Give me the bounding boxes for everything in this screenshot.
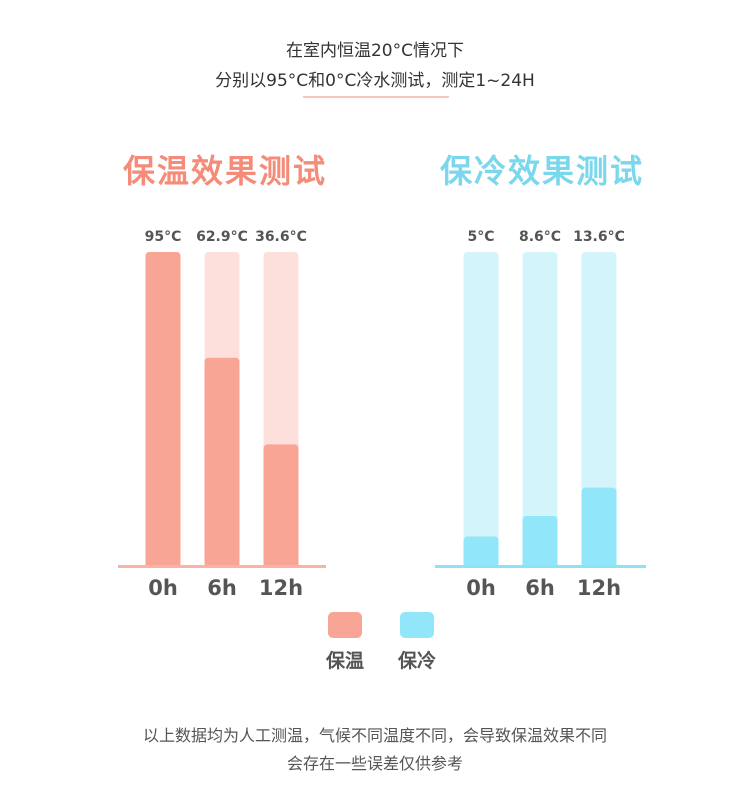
cold-value-label-6h: 8.6°C (519, 229, 561, 245)
cold-bar-12h (581, 487, 617, 569)
warm-value-label-12h: 36.6°C (255, 229, 307, 245)
intro-underline (303, 96, 449, 98)
legend-swatch-warm (328, 612, 362, 638)
cold-value-label-12h: 13.6°C (573, 229, 625, 245)
cold-value-label-0h: 5°C (467, 229, 494, 245)
legend-item-cold: 保冷 (387, 612, 447, 673)
cold-baseline (435, 565, 646, 568)
cold-chart-title: 保冷效果测试 (439, 152, 644, 190)
cold-category-label-6h: 6h (525, 576, 555, 600)
cold-category-label-0h: 0h (466, 576, 496, 600)
warm-bar-6h (204, 357, 240, 569)
warm-category-label-12h: 12h (259, 576, 303, 600)
intro-line-1: 在室内恒温20°C情况下 (285, 41, 464, 61)
warm-value-label-6h: 62.9°C (196, 229, 248, 245)
warm-category-label-6h: 6h (207, 576, 237, 600)
cold-baseline-mask (435, 568, 646, 571)
cold-category-label-12h: 12h (577, 576, 621, 600)
warm-baseline (118, 565, 326, 568)
intro-line-2: 分别以95°C和0°C冷水测试，测定1~24H (215, 71, 535, 91)
cold-bar-track-0h (463, 252, 499, 569)
cold-bar-track-6h (522, 252, 558, 569)
cold-bar-0h (463, 536, 499, 569)
warm-value-label-0h: 95°C (145, 229, 182, 245)
legend-item-warm: 保温 (315, 612, 375, 673)
warm-bar-12h (263, 444, 299, 569)
legend-label-cold: 保冷 (397, 650, 436, 672)
footnote-line-1: 以上数据均为人工测温，气候不同温度不同，会导致保温效果不同 (142, 726, 607, 745)
cold-bar-6h (522, 516, 558, 569)
warm-baseline-mask (118, 568, 326, 571)
warm-chart-title: 保温效果测试 (122, 152, 327, 190)
warm-category-label-0h: 0h (148, 576, 178, 600)
legend-label-warm: 保温 (325, 650, 364, 672)
warm-bar-0h (145, 252, 181, 569)
legend-swatch-cold (400, 612, 434, 638)
footnote-line-2: 会存在一些误差仅供参考 (286, 754, 463, 773)
